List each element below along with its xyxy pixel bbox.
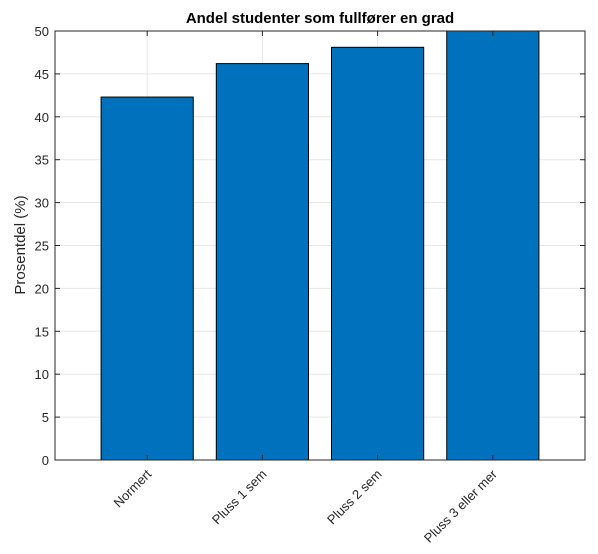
y-tick-label: 20 — [35, 281, 49, 296]
y-tick-labels: 0 5 10 15 20 25 30 35 40 45 50 — [35, 24, 49, 468]
y-tick-label: 35 — [35, 153, 49, 168]
y-axis-label: Prosentdel (%) — [12, 195, 29, 294]
y-tick-label: 45 — [35, 67, 49, 82]
bar — [215, 63, 309, 461]
bar — [100, 96, 194, 461]
x-tick-labels: Normert Pluss 1 sem Pluss 2 sem Pluss 3 ell… — [110, 466, 500, 546]
y-tick-label: 25 — [35, 239, 49, 254]
bars — [100, 30, 540, 461]
x-tick-label: Normert — [110, 466, 154, 510]
y-tick-label: 0 — [42, 453, 49, 468]
axes-box — [54, 30, 586, 461]
chart-title: Andel studenter som fullfører en grad — [186, 10, 454, 27]
y-tick-label: 15 — [35, 324, 49, 339]
y-tick-label: 50 — [35, 24, 49, 39]
x-tick-label: Pluss 2 sem — [324, 467, 385, 528]
bar — [331, 46, 425, 461]
x-tick-label: Pluss 1 sem — [209, 467, 270, 528]
y-tick-label: 5 — [42, 410, 49, 425]
x-tick-label: Pluss 3 eller mer — [421, 466, 501, 546]
y-tick-label: 10 — [35, 367, 49, 382]
axes — [54, 30, 586, 461]
y-tick-label: 40 — [35, 110, 49, 125]
bar — [446, 30, 540, 461]
y-tick-label: 30 — [35, 196, 49, 211]
